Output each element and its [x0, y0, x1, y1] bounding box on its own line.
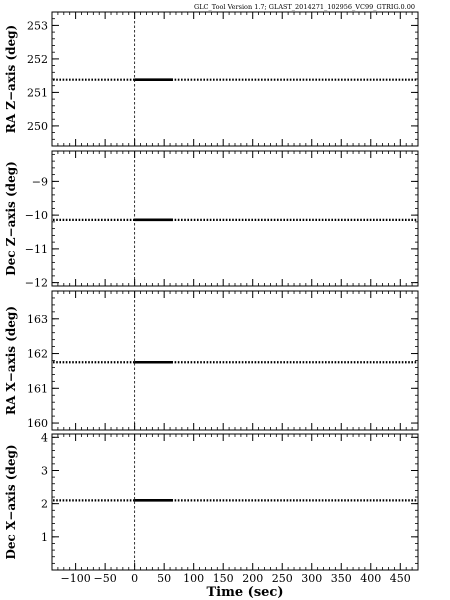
- y-tick-label: 1: [41, 531, 48, 544]
- x-tick-label: 0: [131, 572, 138, 585]
- x-axis: −100 −50 0 50 100 150 200 250 300 350 400 450: [61, 572, 411, 585]
- y-tick-label: 160: [27, 417, 48, 430]
- x-tick-label: 350: [331, 572, 352, 585]
- y-axis-label: Dec Z−axis (deg): [4, 161, 18, 276]
- x-tick-label: 100: [183, 572, 204, 585]
- chart-panels: 250 251 252 253 RA Z−axis (deg) −12 −11 −10 −9 De…: [4, 11, 419, 571]
- x-tick-label: −50: [94, 572, 117, 585]
- x-tick-label: 250: [272, 572, 293, 585]
- panel-1: 250 251 252 253 RA Z−axis (deg): [4, 11, 419, 147]
- y-tick-label: −10: [25, 209, 48, 222]
- panel-frame: [51, 150, 419, 287]
- x-tick-label: −100: [61, 572, 91, 585]
- y-tick-label: 252: [27, 53, 48, 66]
- y-tick-label: 251: [27, 86, 48, 99]
- y-tick-label: 162: [27, 348, 48, 361]
- y-axis-label: RA Z−axis (deg): [4, 25, 18, 133]
- panel-frame: [51, 433, 419, 571]
- x-tick-label: 200: [242, 572, 263, 585]
- y-tick-label: 250: [27, 120, 48, 133]
- x-tick-label: 300: [301, 572, 322, 585]
- panel-2: −12 −11 −10 −9 Dec Z−axis (deg): [4, 150, 419, 290]
- y-tick-label: 3: [41, 464, 48, 477]
- x-tick-label: 450: [390, 572, 411, 585]
- y-tick-label: −12: [25, 277, 48, 290]
- y-tick-label: 163: [27, 313, 48, 326]
- y-tick-label: 161: [27, 382, 48, 395]
- y-tick-label: −11: [25, 243, 48, 256]
- x-tick-label: 150: [213, 572, 234, 585]
- x-tick-label: 400: [360, 572, 381, 585]
- panel-3: 160 161 162 163 RA X−axis (deg): [4, 290, 419, 431]
- y-axis-label: Dec X−axis (deg): [4, 444, 18, 559]
- y-tick-label: 4: [41, 431, 48, 444]
- y-axis-label: RA X−axis (deg): [4, 306, 18, 415]
- panel-frame: [51, 290, 419, 431]
- x-axis-label: Time (sec): [207, 585, 284, 600]
- chart-header: GLC_Tool Version 1.7; GLAST_2014271_1029…: [194, 3, 415, 11]
- x-tick-label: 50: [157, 572, 171, 585]
- y-tick-label: −9: [32, 175, 48, 188]
- y-tick-label: 2: [41, 498, 48, 511]
- panel-4: 1 2 3 4 Dec X−axis (deg): [4, 431, 419, 571]
- panel-frame: [51, 11, 419, 147]
- y-tick-label: 253: [27, 19, 48, 32]
